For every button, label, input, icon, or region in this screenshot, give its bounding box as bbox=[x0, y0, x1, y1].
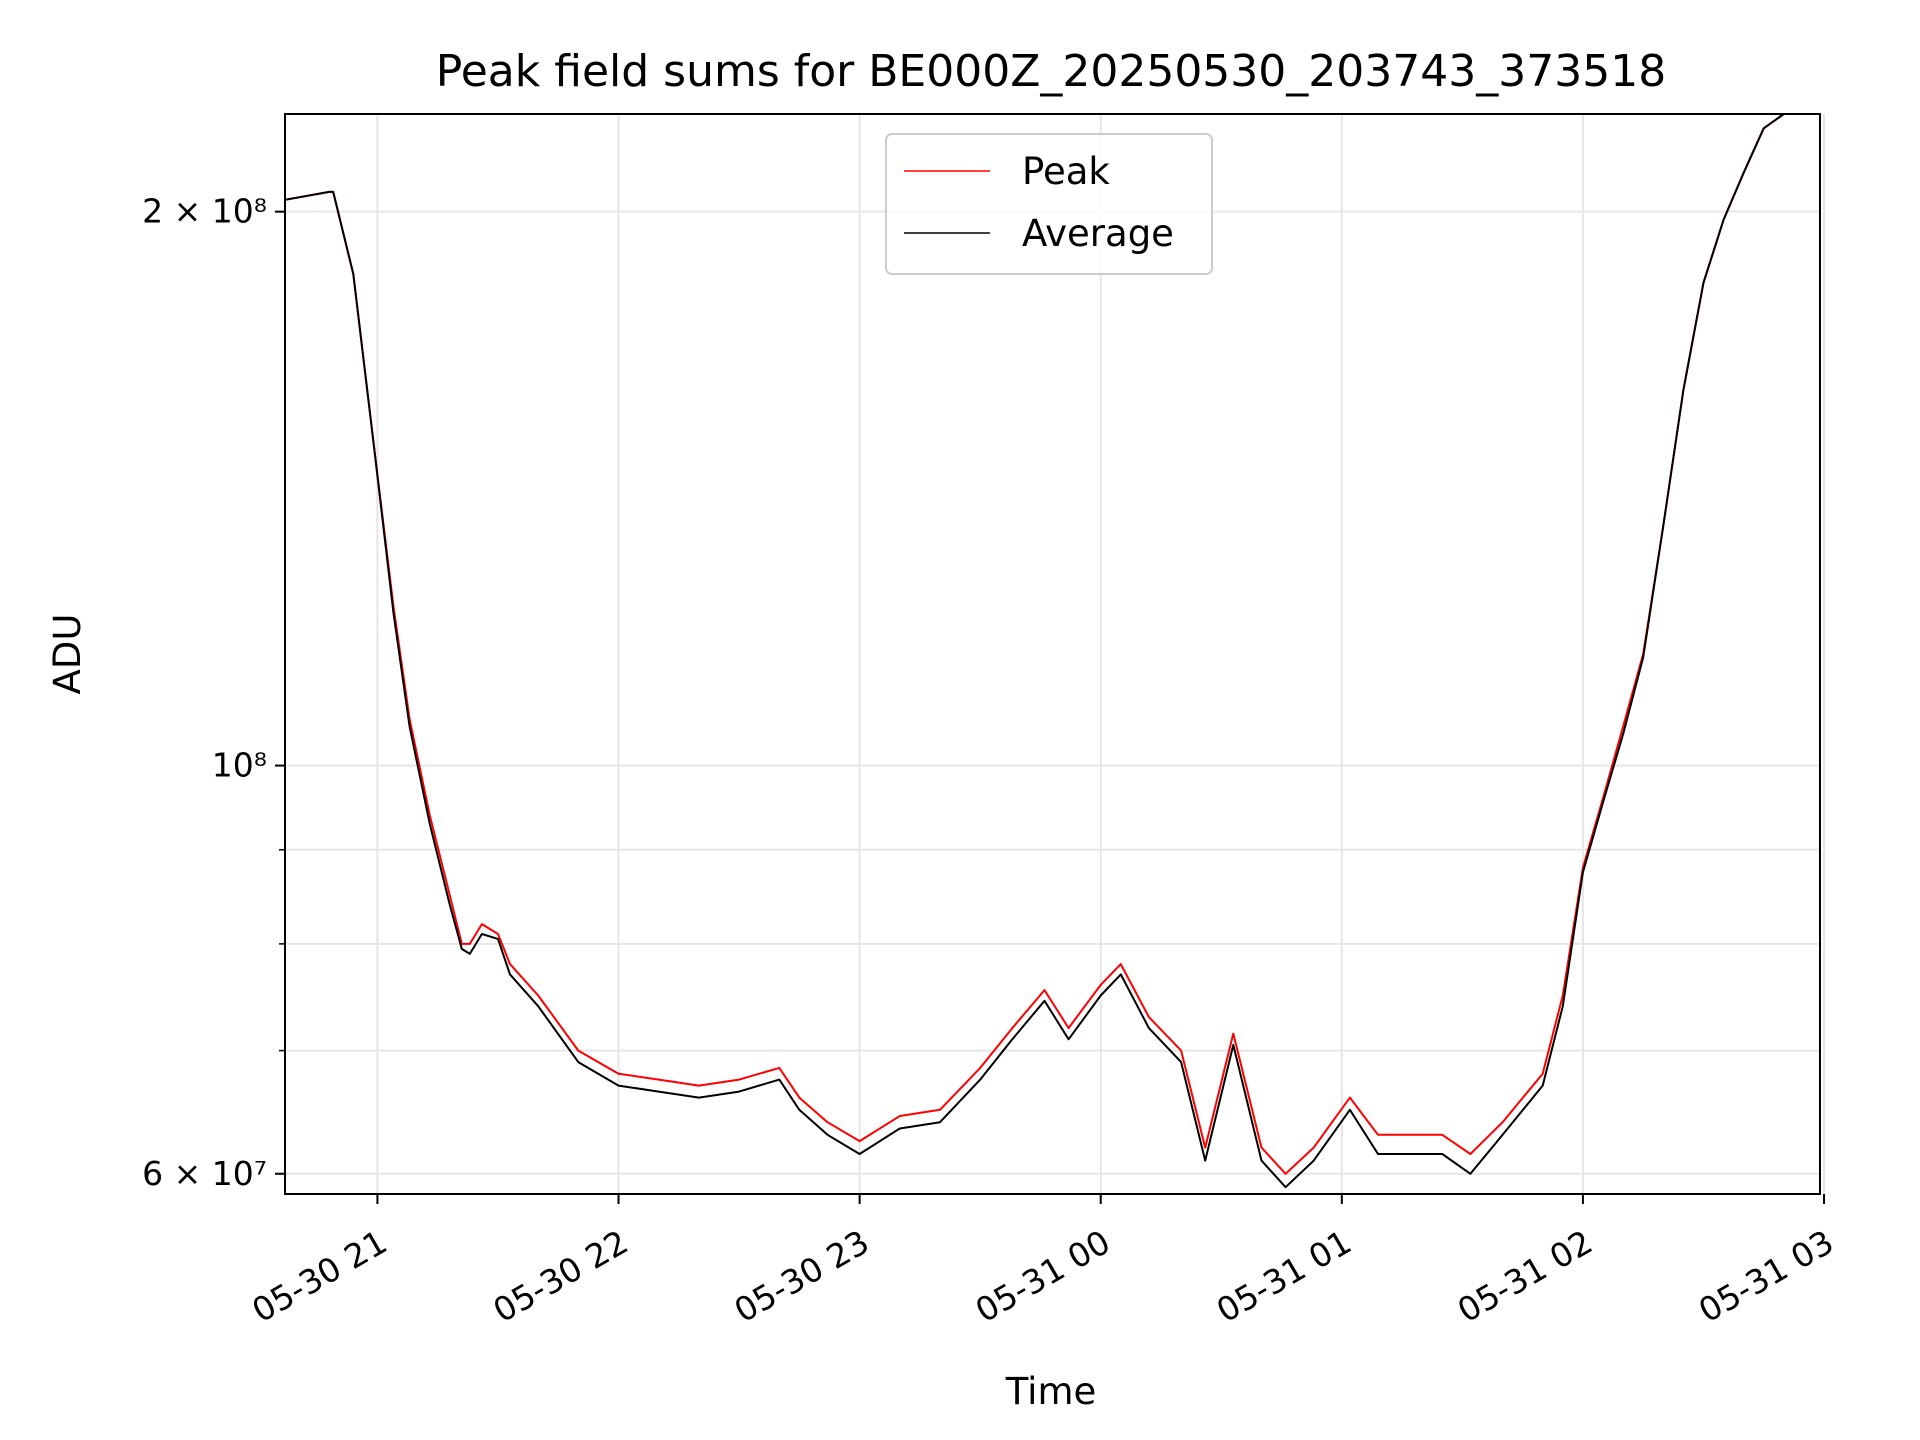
series-layer bbox=[284, 113, 1804, 1189]
y-tick-label: 10⁸ bbox=[212, 746, 267, 785]
legend-label-peak: Peak bbox=[1022, 150, 1110, 193]
series-line-peak bbox=[284, 113, 1804, 1175]
plot-area bbox=[285, 114, 1820, 1194]
y-tick-label: 6 × 10⁷ bbox=[142, 1154, 267, 1193]
legend-box bbox=[885, 133, 1213, 275]
legend: Peak Average bbox=[885, 133, 1213, 275]
series-line-average bbox=[284, 113, 1804, 1189]
y-axis-label: ADU bbox=[46, 614, 89, 695]
x-axis-label: Time bbox=[1005, 1370, 1097, 1413]
plot-frame bbox=[284, 113, 1821, 1195]
chart-title: Peak field sums for BE000Z_20250530_2037… bbox=[436, 46, 1666, 97]
y-tick-label: 2 × 10⁸ bbox=[142, 192, 267, 231]
y-axis: 6 × 10⁷ 10⁸ 2 × 10⁸ bbox=[142, 192, 285, 1193]
legend-label-average: Average bbox=[1022, 212, 1174, 255]
